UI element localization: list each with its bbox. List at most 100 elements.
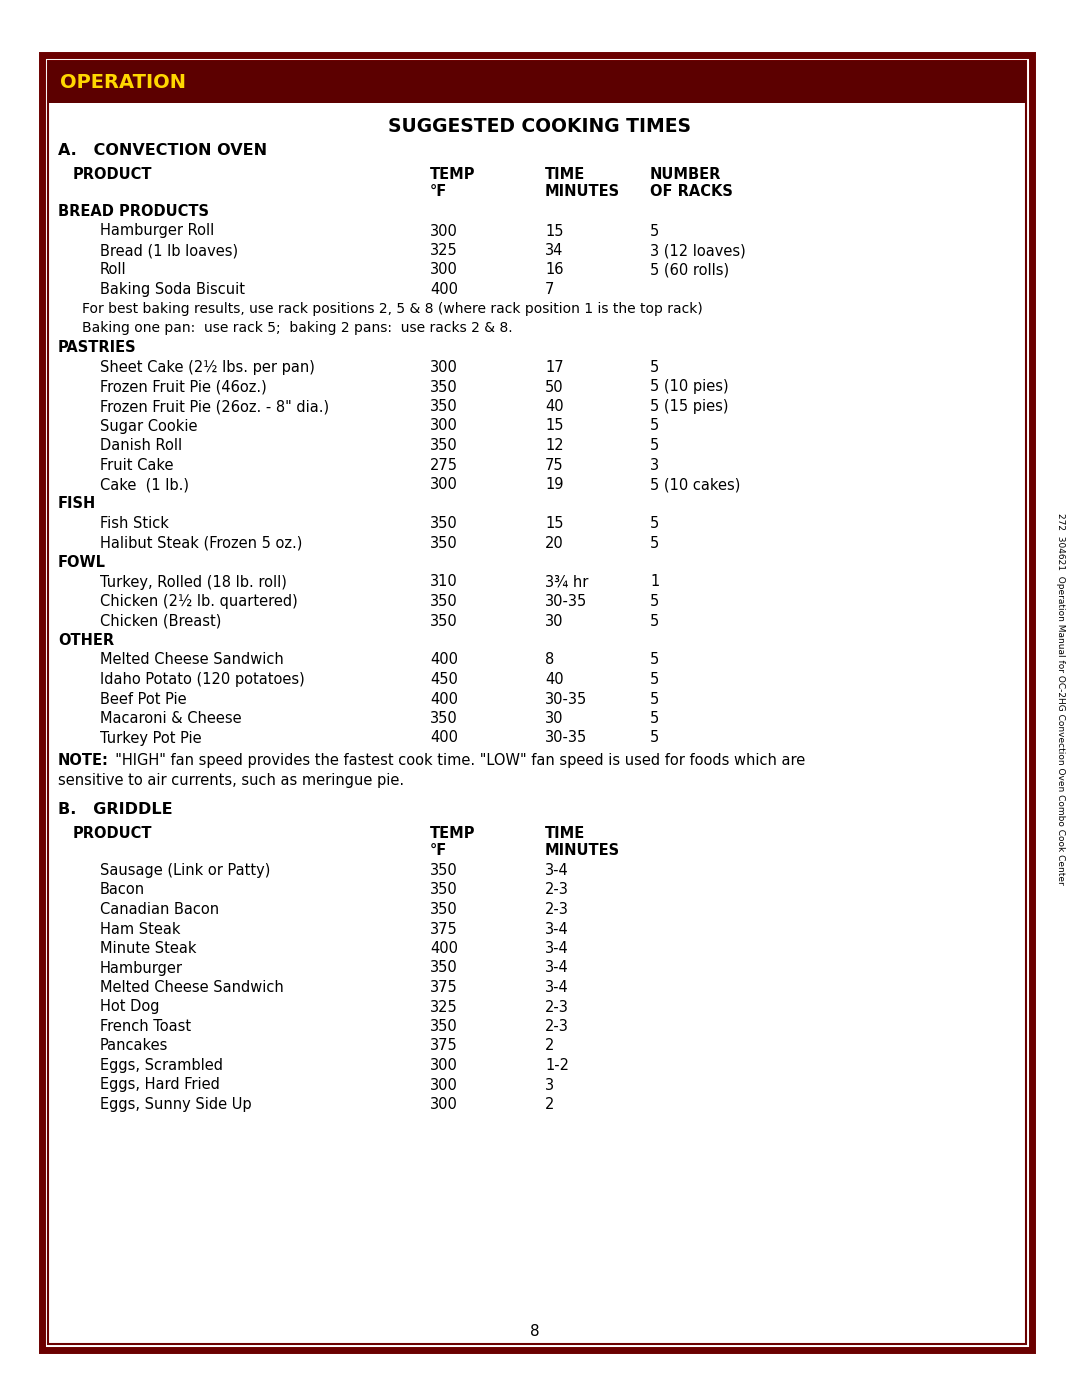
Text: 375: 375 <box>430 922 458 936</box>
Text: Chicken (2½ lb. quartered): Chicken (2½ lb. quartered) <box>100 594 298 609</box>
Text: Bacon: Bacon <box>100 883 145 897</box>
Text: TEMP: TEMP <box>430 826 475 841</box>
Text: 1-2: 1-2 <box>545 1058 569 1073</box>
Text: MINUTES: MINUTES <box>545 842 620 858</box>
Text: Frozen Fruit Pie (26oz. - 8" dia.): Frozen Fruit Pie (26oz. - 8" dia.) <box>100 400 329 414</box>
Text: 450: 450 <box>430 672 458 687</box>
Text: TIME: TIME <box>545 168 585 182</box>
Text: 400: 400 <box>430 731 458 746</box>
Text: 8: 8 <box>545 652 554 668</box>
Text: 3-4: 3-4 <box>545 942 569 956</box>
Text: Ham Steak: Ham Steak <box>100 922 180 936</box>
Text: 350: 350 <box>430 380 458 394</box>
Text: TEMP: TEMP <box>430 168 475 182</box>
Text: 5 (10 cakes): 5 (10 cakes) <box>650 476 741 492</box>
Text: Eggs, Scrambled: Eggs, Scrambled <box>100 1058 222 1073</box>
Text: 3-4: 3-4 <box>545 922 569 936</box>
Text: 30-35: 30-35 <box>545 731 588 746</box>
Text: 19: 19 <box>545 476 564 492</box>
Text: Eggs, Sunny Side Up: Eggs, Sunny Side Up <box>100 1097 252 1112</box>
Text: PASTRIES: PASTRIES <box>58 341 137 355</box>
Text: 3-4: 3-4 <box>545 863 569 877</box>
Text: 12: 12 <box>545 439 564 453</box>
Text: °F: °F <box>430 184 447 198</box>
Text: 3¾ hr: 3¾ hr <box>545 574 589 590</box>
Text: 400: 400 <box>430 282 458 298</box>
Text: 2-3: 2-3 <box>545 883 569 897</box>
Text: 300: 300 <box>430 263 458 278</box>
Text: Melted Cheese Sandwich: Melted Cheese Sandwich <box>100 981 284 995</box>
Text: 30: 30 <box>545 613 564 629</box>
Text: 2: 2 <box>545 1097 554 1112</box>
Text: 300: 300 <box>430 224 458 239</box>
Text: 5 (10 pies): 5 (10 pies) <box>650 380 729 394</box>
Text: 15: 15 <box>545 224 564 239</box>
Text: 350: 350 <box>430 883 458 897</box>
Text: 350: 350 <box>430 902 458 916</box>
Text: 300: 300 <box>430 1077 458 1092</box>
Text: 300: 300 <box>430 360 458 374</box>
Text: Bread (1 lb loaves): Bread (1 lb loaves) <box>100 243 238 258</box>
Text: Danish Roll: Danish Roll <box>100 439 183 453</box>
Text: sensitive to air currents, such as meringue pie.: sensitive to air currents, such as merin… <box>58 773 404 788</box>
Text: For best baking results, use rack positions 2, 5 & 8 (where rack position 1 is t: For best baking results, use rack positi… <box>82 302 703 316</box>
Text: 16: 16 <box>545 263 564 278</box>
Text: 350: 350 <box>430 613 458 629</box>
Text: 400: 400 <box>430 652 458 668</box>
Text: PRODUCT: PRODUCT <box>73 168 152 182</box>
Text: 3: 3 <box>545 1077 554 1092</box>
Text: 5: 5 <box>650 731 659 746</box>
Text: 5: 5 <box>650 711 659 726</box>
Text: Hamburger Roll: Hamburger Roll <box>100 224 214 239</box>
Text: 5: 5 <box>650 360 659 374</box>
Text: 272  304621  Operation Manual for OC-2HG Convection Oven Combo Cook Center: 272 304621 Operation Manual for OC-2HG C… <box>1055 513 1065 884</box>
Text: B.   GRIDDLE: B. GRIDDLE <box>58 802 173 817</box>
Text: 5 (15 pies): 5 (15 pies) <box>650 400 729 414</box>
Text: Pancakes: Pancakes <box>100 1038 168 1053</box>
Text: 350: 350 <box>430 535 458 550</box>
Text: 350: 350 <box>430 961 458 975</box>
Text: Fruit Cake: Fruit Cake <box>100 457 174 472</box>
Text: 350: 350 <box>430 594 458 609</box>
Text: Beef Pot Pie: Beef Pot Pie <box>100 692 187 707</box>
Text: Baking one pan:  use rack 5;  baking 2 pans:  use racks 2 & 8.: Baking one pan: use rack 5; baking 2 pan… <box>82 321 513 335</box>
Text: 1: 1 <box>650 574 659 590</box>
Text: 8: 8 <box>530 1324 540 1340</box>
Text: 5: 5 <box>650 535 659 550</box>
Text: 310: 310 <box>430 574 458 590</box>
Text: 300: 300 <box>430 476 458 492</box>
Text: 2-3: 2-3 <box>545 1018 569 1034</box>
Text: 5: 5 <box>650 439 659 453</box>
Text: 40: 40 <box>545 400 564 414</box>
Text: 5: 5 <box>650 594 659 609</box>
Text: NUMBER: NUMBER <box>650 168 721 182</box>
Text: 5: 5 <box>650 419 659 433</box>
Text: SUGGESTED COOKING TIMES: SUGGESTED COOKING TIMES <box>389 117 691 136</box>
Text: °F: °F <box>430 842 447 858</box>
Text: 15: 15 <box>545 419 564 433</box>
Text: 75: 75 <box>545 457 564 472</box>
Text: OF RACKS: OF RACKS <box>650 184 733 198</box>
Text: Melted Cheese Sandwich: Melted Cheese Sandwich <box>100 652 284 668</box>
Text: 15: 15 <box>545 515 564 531</box>
Text: Frozen Fruit Pie (46oz.): Frozen Fruit Pie (46oz.) <box>100 380 267 394</box>
Text: Chicken (Breast): Chicken (Breast) <box>100 613 221 629</box>
Text: 2-3: 2-3 <box>545 999 569 1014</box>
Text: 300: 300 <box>430 419 458 433</box>
Text: Cake  (1 lb.): Cake (1 lb.) <box>100 476 189 492</box>
Text: MINUTES: MINUTES <box>545 184 620 198</box>
Text: 5: 5 <box>650 224 659 239</box>
Text: 2-3: 2-3 <box>545 902 569 916</box>
Text: 30: 30 <box>545 711 564 726</box>
Text: Idaho Potato (120 potatoes): Idaho Potato (120 potatoes) <box>100 672 305 687</box>
Text: Halibut Steak (Frozen 5 oz.): Halibut Steak (Frozen 5 oz.) <box>100 535 302 550</box>
Text: FOWL: FOWL <box>58 555 106 570</box>
Text: FISH: FISH <box>58 496 96 511</box>
Text: 325: 325 <box>430 243 458 258</box>
Text: 350: 350 <box>430 439 458 453</box>
Text: 300: 300 <box>430 1058 458 1073</box>
Text: 325: 325 <box>430 999 458 1014</box>
Text: 34: 34 <box>545 243 564 258</box>
Text: Sheet Cake (2½ lbs. per pan): Sheet Cake (2½ lbs. per pan) <box>100 360 315 374</box>
Text: OPERATION: OPERATION <box>60 73 186 91</box>
